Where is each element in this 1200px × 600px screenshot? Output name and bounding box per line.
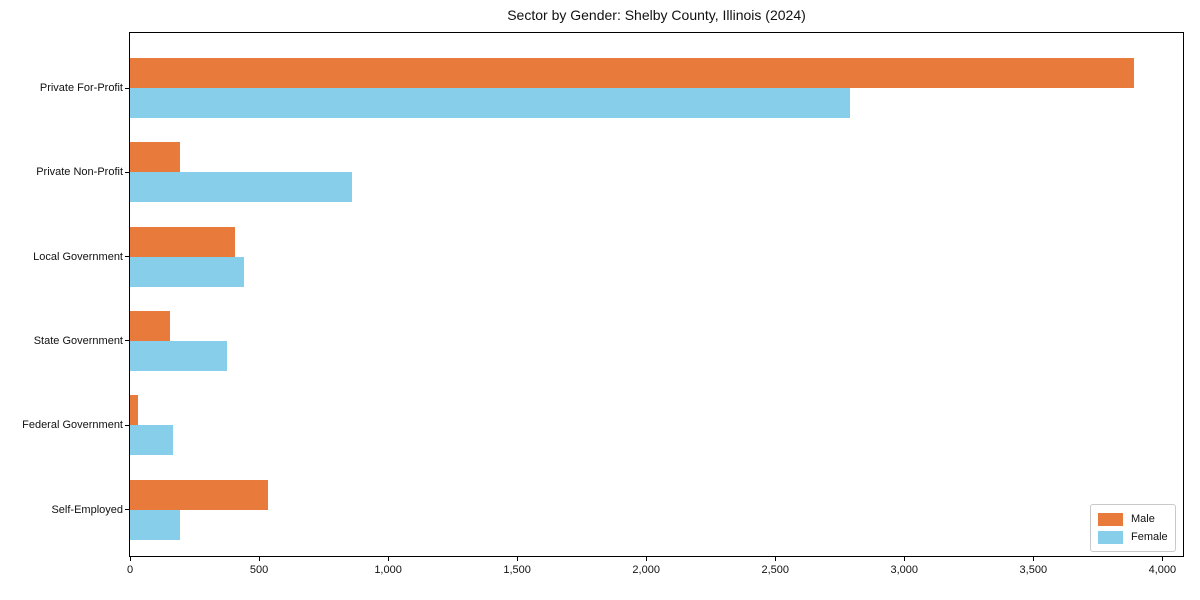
bar-male [130,58,1134,88]
category-label: Private Non-Profit [36,166,123,179]
category-label: Federal Government [22,419,123,432]
bar-female [130,340,227,371]
bar-male [130,479,269,510]
legend-swatch-female [1098,530,1123,544]
category-label: State Government [33,334,123,347]
x-tick-label: 3,000 [890,564,919,576]
x-tick-label: 500 [249,564,269,576]
category-label: Private For-Profit [39,82,123,94]
y-tick-mark [125,256,129,258]
category-label: Self-Employed [51,503,123,516]
x-tick-mark [1032,557,1034,561]
y-tick-mark [125,424,129,426]
legend-item-female: Female [1098,528,1168,546]
legend: Male Female [1090,504,1176,552]
x-tick-label: 1,500 [503,564,531,576]
x-tick-mark [129,557,131,561]
legend-swatch-male [1098,512,1123,526]
x-tick-label: 2,000 [632,564,660,576]
bar-male [130,395,138,426]
y-tick-mark [125,87,129,89]
legend-label: Female [1131,531,1168,543]
bar-female [130,172,352,203]
x-tick-mark [1161,557,1163,561]
bar-female [130,425,174,456]
x-tick-mark [645,557,647,561]
x-tick-mark [516,557,518,561]
x-tick-mark [774,557,776,561]
x-tick-label: 0 [126,564,134,576]
y-tick-mark [125,171,129,173]
x-tick-mark [387,557,389,561]
bar-female [130,88,851,118]
category-label: Local Government [33,250,123,263]
bar-male [130,310,170,341]
y-tick-mark [125,509,129,510]
bar-female [130,509,181,540]
legend-label: Male [1131,513,1155,525]
x-tick-label: 1,000 [374,564,402,576]
x-tick-mark [903,557,905,561]
x-tick-label: 3,500 [1019,564,1048,576]
y-tick-mark [125,340,129,342]
legend-item-male: Male [1098,510,1168,528]
x-tick-mark [258,557,260,561]
bar-male [130,142,181,173]
x-tick-label: 2,500 [761,564,789,576]
bar-male [130,226,235,257]
plot-area [129,32,1184,557]
x-tick-label: 4,000 [1148,564,1177,576]
chart-title: Sector by Gender: Shelby County, Illinoi… [507,7,806,23]
bar-female [130,256,244,287]
